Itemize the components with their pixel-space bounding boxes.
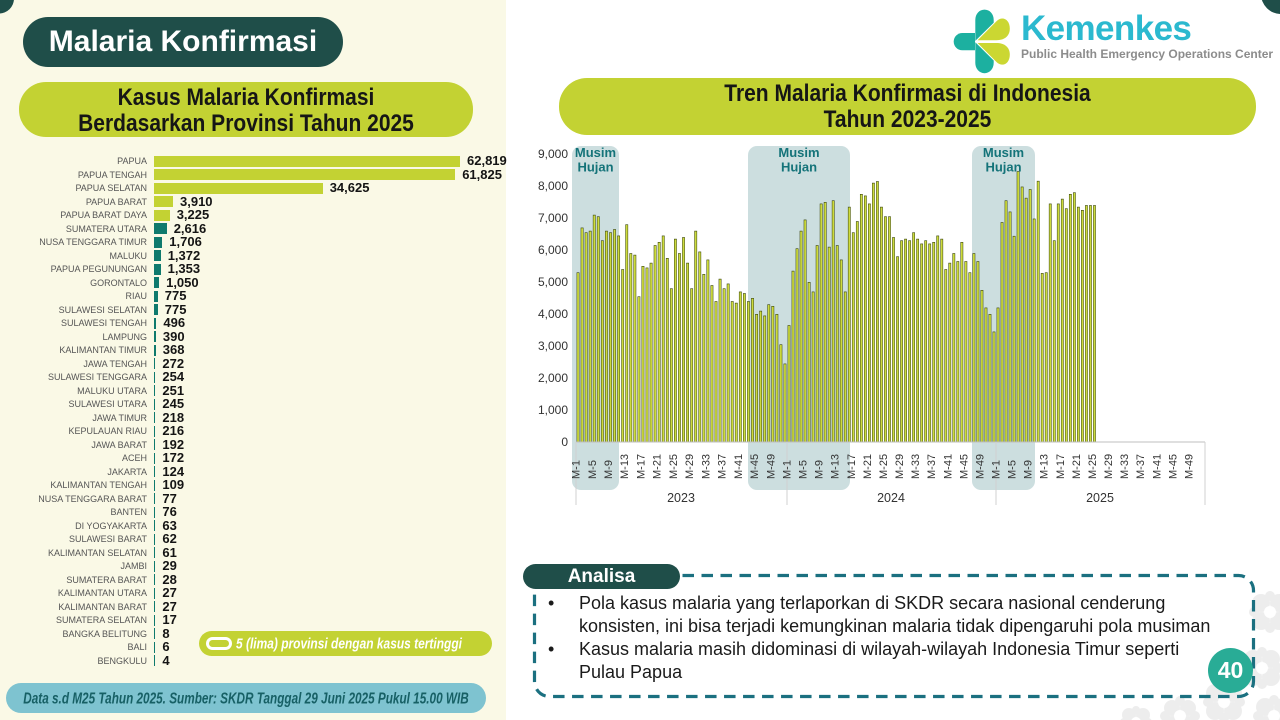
svg-text:Hujan: Hujan [781, 160, 817, 175]
svg-text:M-37: M-37 [926, 454, 938, 479]
svg-text:7,000: 7,000 [538, 211, 568, 225]
svg-text:2023: 2023 [667, 491, 695, 505]
svg-text:M-41: M-41 [733, 454, 745, 479]
svg-text:M-5: M-5 [798, 460, 810, 479]
svg-text:Hujan: Hujan [577, 160, 613, 175]
svg-text:M-33: M-33 [1119, 454, 1131, 479]
svg-text:M-45: M-45 [1167, 454, 1179, 479]
svg-text:M-21: M-21 [652, 454, 664, 479]
svg-text:M-29: M-29 [684, 454, 696, 479]
svg-text:M-13: M-13 [619, 454, 631, 479]
svg-text:M-41: M-41 [1151, 454, 1163, 479]
svg-text:M-21: M-21 [862, 454, 874, 479]
svg-text:M-25: M-25 [668, 454, 680, 479]
svg-text:6,000: 6,000 [538, 243, 568, 257]
svg-text:Musim: Musim [575, 145, 616, 160]
svg-text:0: 0 [561, 435, 568, 449]
svg-text:M-17: M-17 [846, 454, 858, 479]
svg-text:M-45: M-45 [958, 454, 970, 479]
svg-text:M-13: M-13 [830, 454, 842, 479]
svg-text:M-13: M-13 [1039, 454, 1051, 479]
svg-text:M-37: M-37 [717, 454, 729, 479]
svg-text:M-29: M-29 [1103, 454, 1115, 479]
svg-text:9,000: 9,000 [538, 147, 568, 161]
svg-text:M-45: M-45 [749, 454, 761, 479]
svg-text:5,000: 5,000 [538, 275, 568, 289]
svg-text:M-5: M-5 [587, 460, 599, 479]
svg-text:M-49: M-49 [1183, 454, 1195, 479]
svg-text:M-5: M-5 [1007, 460, 1019, 479]
svg-text:M-9: M-9 [1023, 460, 1035, 479]
svg-text:2,000: 2,000 [538, 371, 568, 385]
svg-text:3,000: 3,000 [538, 339, 568, 353]
svg-text:2025: 2025 [1086, 491, 1114, 505]
svg-text:M-41: M-41 [942, 454, 954, 479]
svg-text:M-49: M-49 [765, 454, 777, 479]
svg-text:M-25: M-25 [1087, 454, 1099, 479]
svg-text:M-17: M-17 [636, 454, 648, 479]
svg-text:M-17: M-17 [1055, 454, 1067, 479]
svg-text:M-21: M-21 [1071, 454, 1083, 479]
svg-text:M-37: M-37 [1135, 454, 1147, 479]
svg-text:4,000: 4,000 [538, 307, 568, 321]
svg-text:M-1: M-1 [571, 460, 583, 479]
svg-text:M-29: M-29 [894, 454, 906, 479]
svg-text:Hujan: Hujan [985, 160, 1021, 175]
svg-text:M-33: M-33 [910, 454, 922, 479]
svg-text:M-9: M-9 [603, 460, 615, 479]
svg-text:8,000: 8,000 [538, 179, 568, 193]
svg-text:M-9: M-9 [814, 460, 826, 479]
svg-text:M-33: M-33 [700, 454, 712, 479]
svg-text:1,000: 1,000 [538, 403, 568, 417]
svg-text:M-49: M-49 [974, 454, 986, 479]
svg-text:Musim: Musim [778, 145, 819, 160]
svg-text:M-25: M-25 [878, 454, 890, 479]
svg-text:M-1: M-1 [991, 460, 1003, 479]
svg-text:Musim: Musim [983, 145, 1024, 160]
svg-text:2024: 2024 [877, 491, 905, 505]
svg-text:M-1: M-1 [782, 460, 794, 479]
